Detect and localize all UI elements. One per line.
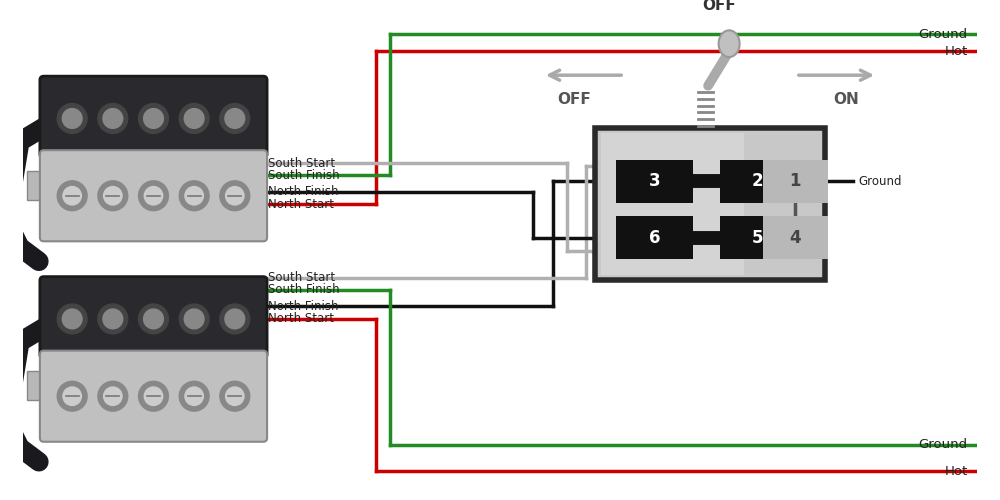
Bar [720, 160, 796, 202]
Text: North Finish: North Finish [268, 300, 339, 312]
Circle shape [220, 104, 250, 134]
Circle shape [144, 387, 163, 406]
Text: 3: 3 [649, 172, 660, 190]
Circle shape [98, 304, 128, 334]
Text: North Finish: North Finish [268, 185, 339, 198]
Circle shape [185, 186, 203, 205]
Circle shape [57, 382, 87, 411]
Circle shape [98, 104, 128, 134]
Text: Ground: Ground [919, 28, 968, 40]
Circle shape [62, 108, 82, 128]
Circle shape [179, 382, 209, 411]
Circle shape [57, 304, 87, 334]
Circle shape [225, 108, 245, 128]
Text: Hot: Hot [945, 45, 968, 58]
Bar [616, 216, 693, 259]
Circle shape [179, 104, 209, 134]
Text: North Start: North Start [268, 198, 334, 210]
Circle shape [185, 387, 203, 406]
Circle shape [144, 108, 163, 128]
Bar [27, 170, 44, 200]
Circle shape [184, 108, 204, 128]
Circle shape [98, 382, 128, 411]
Text: 5: 5 [752, 228, 763, 246]
FancyBboxPatch shape [40, 76, 267, 158]
Text: Hot: Hot [945, 465, 968, 478]
Circle shape [144, 186, 163, 205]
Circle shape [184, 309, 204, 329]
Text: 2: 2 [752, 172, 764, 190]
Bar [720, 216, 796, 259]
Text: South Finish: South Finish [268, 169, 340, 182]
Text: South Finish: South Finish [268, 284, 340, 296]
Circle shape [225, 309, 245, 329]
Circle shape [103, 309, 123, 329]
Text: ON: ON [833, 92, 859, 108]
FancyBboxPatch shape [40, 150, 267, 242]
FancyBboxPatch shape [40, 276, 267, 358]
Circle shape [104, 186, 122, 205]
Circle shape [139, 304, 168, 334]
Text: 1: 1 [789, 172, 801, 190]
Text: North Start: North Start [268, 312, 334, 325]
Circle shape [226, 186, 244, 205]
Text: OFF: OFF [557, 92, 591, 108]
Circle shape [179, 304, 209, 334]
Circle shape [226, 387, 244, 406]
Bar [616, 160, 693, 202]
Ellipse shape [719, 30, 740, 57]
Bar [595, 128, 825, 280]
Circle shape [179, 181, 209, 210]
FancyBboxPatch shape [40, 350, 267, 442]
Circle shape [144, 309, 163, 329]
Circle shape [220, 304, 250, 334]
Text: 4: 4 [789, 228, 801, 246]
Circle shape [63, 186, 81, 205]
Text: South Start: South Start [268, 156, 335, 170]
Text: 6: 6 [649, 228, 660, 246]
Circle shape [104, 387, 122, 406]
Text: South Start: South Start [268, 271, 335, 284]
Circle shape [63, 387, 81, 406]
Circle shape [220, 181, 250, 210]
Circle shape [139, 382, 168, 411]
Circle shape [57, 104, 87, 134]
Circle shape [62, 309, 82, 329]
Bar [601, 134, 744, 274]
Text: OFF: OFF [703, 0, 736, 13]
Bar [763, 216, 828, 259]
Circle shape [139, 181, 168, 210]
Bar [763, 160, 828, 202]
Circle shape [220, 382, 250, 411]
Circle shape [98, 181, 128, 210]
Circle shape [57, 181, 87, 210]
Text: Ground: Ground [858, 174, 901, 188]
Circle shape [103, 108, 123, 128]
Bar [27, 371, 44, 400]
Text: Ground: Ground [919, 438, 968, 451]
Circle shape [139, 104, 168, 134]
